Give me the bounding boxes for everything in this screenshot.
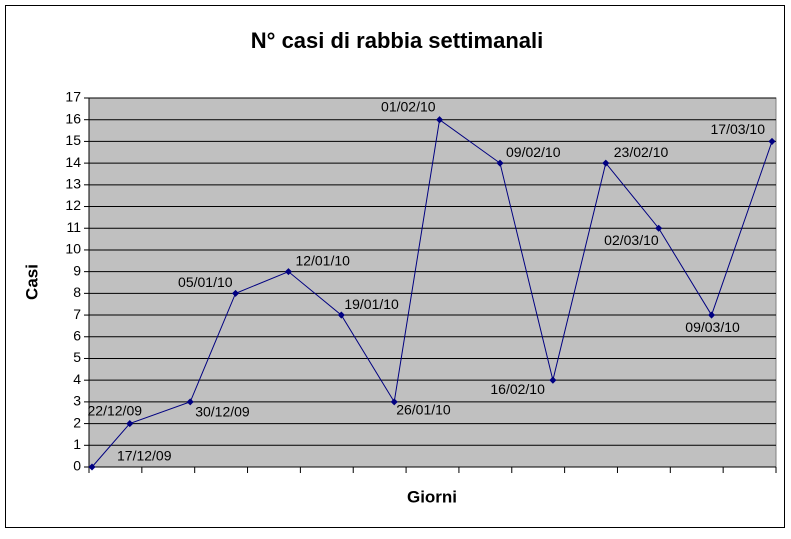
data-label: 17/12/09	[117, 448, 172, 464]
data-label: 30/12/09	[195, 404, 250, 420]
point	[602, 159, 610, 167]
point	[232, 289, 240, 297]
y-tick-label: 7	[73, 306, 81, 322]
data-label: 17/03/10	[711, 121, 766, 137]
y-tick-label: 12	[65, 197, 81, 213]
data-label: 16/02/10	[490, 381, 545, 397]
y-tick-label: 1	[73, 436, 81, 452]
plot-area	[88, 97, 777, 468]
y-tick-label: 17	[65, 89, 81, 105]
y-tick-label: 8	[73, 284, 81, 300]
data-label: 23/02/10	[614, 144, 669, 160]
data-label: 26/01/10	[396, 402, 451, 418]
point	[88, 463, 96, 471]
point	[655, 224, 663, 232]
y-tick-label: 14	[65, 154, 81, 170]
y-tick-label: 3	[73, 393, 81, 409]
data-label: 19/01/10	[344, 296, 399, 312]
point	[549, 376, 557, 384]
x-axis-label: Giorni	[407, 487, 457, 506]
y-tick-label: 10	[65, 241, 81, 257]
data-label: 09/03/10	[685, 319, 740, 335]
y-axis-label: Casi	[22, 264, 41, 300]
y-tick-label: 15	[65, 132, 81, 148]
point	[496, 159, 504, 167]
data-label: 02/03/10	[604, 232, 659, 248]
y-tick-label: 13	[65, 176, 81, 192]
y-tick-label: 9	[73, 262, 81, 278]
data-label: 22/12/09	[88, 402, 143, 418]
y-tick-label: 0	[73, 458, 81, 474]
chart-title: N° casi di rabbia settimanali	[251, 28, 543, 53]
point	[337, 311, 345, 319]
point	[186, 398, 194, 406]
y-tick-label: 2	[73, 414, 81, 430]
point	[284, 268, 292, 276]
data-label: 09/02/10	[506, 144, 561, 160]
data-label: 05/01/10	[178, 274, 233, 290]
line	[91, 118, 773, 468]
data-label: 12/01/10	[295, 252, 350, 268]
y-tick-label: 4	[73, 371, 81, 387]
point	[708, 311, 716, 319]
y-tick-label: 5	[73, 349, 81, 365]
point	[436, 116, 444, 124]
point	[126, 420, 134, 428]
y-tick-label: 6	[73, 327, 81, 343]
data-label: 01/02/10	[381, 98, 436, 114]
y-tick-label: 11	[66, 219, 81, 235]
point	[390, 398, 398, 406]
y-tick-label: 16	[65, 110, 81, 126]
point	[768, 137, 776, 145]
